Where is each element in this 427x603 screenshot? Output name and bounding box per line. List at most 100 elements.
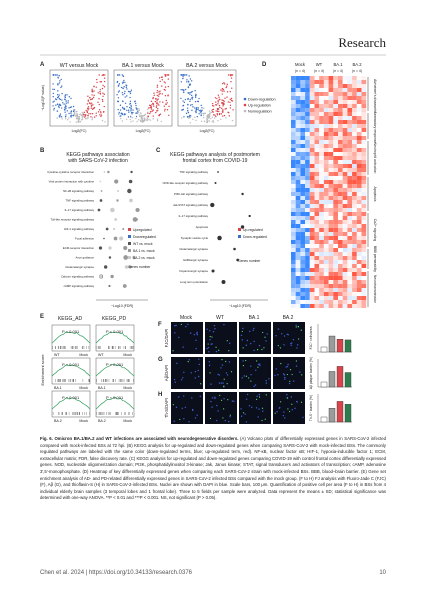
volcano-dot: [126, 88, 128, 90]
nucleus: [226, 374, 229, 376]
heatmap-cell: [361, 216, 367, 220]
heatmap-cell: [333, 300, 338, 304]
heatmap-cell: [333, 272, 338, 276]
volcano-dot: [123, 92, 126, 95]
volcano-dot: [147, 112, 149, 115]
volcano-dot: [153, 92, 155, 94]
heatmap-cell: [319, 220, 324, 224]
heatmap-cell: [291, 200, 296, 204]
volcano-dot: [59, 98, 61, 101]
heatmap-cell: [338, 232, 343, 236]
heatmap-cell: [295, 196, 301, 200]
nucleus: [229, 342, 231, 344]
volcano-dot: [204, 112, 206, 115]
volcano-dot: [154, 100, 157, 103]
pathway-dot: [122, 284, 127, 288]
volcano-dot: [164, 89, 166, 91]
volcano-dot: [209, 112, 211, 114]
nucleus: [285, 366, 287, 368]
nucleus: [296, 401, 298, 403]
volcano-dot: [67, 102, 69, 104]
volcano-dot: [203, 107, 205, 110]
stain-spot: [300, 401, 303, 403]
volcano-dot: [117, 100, 120, 103]
plot-frame: [113, 69, 173, 127]
heatmap-cell: [333, 168, 338, 172]
volcano-dot: [132, 109, 134, 111]
heatmap-cell: [347, 180, 353, 184]
heatmap-cell: [361, 288, 367, 292]
volcano-dot: [148, 107, 150, 109]
panel-label: A: [40, 62, 45, 68]
nucleus: [262, 410, 264, 412]
heatmap-cell: [323, 148, 329, 152]
pathway-dot: [98, 246, 103, 250]
heatmap-cell: [328, 156, 334, 160]
heatmap-cell: [305, 288, 310, 292]
volcano-dot: [64, 118, 67, 120]
heatmap-cell: [328, 200, 334, 204]
nucleus: [175, 406, 178, 409]
volcano-dot: [129, 91, 132, 93]
heatmap-cell: [323, 268, 329, 272]
volcano-dot: [122, 87, 124, 90]
heatmap-cell: [328, 280, 334, 284]
volcano-dot: [130, 121, 132, 123]
volcano-dot: [151, 104, 153, 106]
heatmap-cell: [352, 280, 357, 284]
heatmap-cell: [352, 216, 357, 220]
heatmap-cell: [347, 212, 353, 216]
heatmap-cell: [305, 108, 310, 112]
nucleus: [220, 367, 222, 369]
volcano-dot: [228, 115, 230, 117]
heatmap-cell: [300, 116, 306, 120]
pathway-label: Glutamatergic synapse: [65, 265, 94, 269]
nucleus: [290, 396, 293, 398]
heatmap-cell: [328, 244, 334, 248]
heatmap-cell: [338, 284, 343, 288]
volcano-dot: [95, 115, 97, 117]
heatmap-cell: [352, 116, 357, 120]
heatmap-cell: [305, 216, 310, 220]
heatmap-cell: [323, 172, 329, 176]
volcano-dot: [130, 111, 133, 114]
volcano-dot: [199, 109, 202, 112]
volcano-dot: [93, 107, 95, 109]
volcano-dot: [75, 114, 77, 117]
heatmap-cell: [295, 244, 301, 248]
volcano-dot: [187, 86, 190, 89]
pathway-dot: [240, 225, 245, 229]
volcano-dot: [141, 117, 143, 120]
heatmap-cell: [291, 256, 296, 260]
stain-spot: [242, 412, 245, 414]
volcano-dot: [130, 89, 133, 91]
volcano-dot: [99, 111, 102, 113]
volcano-dot: [223, 90, 225, 92]
heatmap-cell: [309, 184, 315, 188]
volcano-dot: [80, 119, 83, 121]
heatmap-cell: [347, 164, 353, 168]
nucleus: [184, 406, 187, 408]
heatmap-cell: [309, 284, 315, 288]
heatmap-cell: [347, 172, 353, 176]
heatmap-cell: [361, 268, 367, 272]
pathway-label: Axon guidance: [75, 256, 94, 260]
nucleus: [212, 331, 215, 333]
volcano-dot: [164, 110, 166, 112]
plot-title: BA.2 versus Mock: [186, 63, 228, 69]
volcano-dot: [60, 78, 62, 81]
volcano-dot: [147, 115, 149, 118]
volcano-dot: [129, 100, 132, 103]
heatmap-cell: [338, 144, 343, 148]
nucleus: [228, 420, 230, 423]
pathway-label: Apoptosis: [196, 225, 209, 229]
heatmap-cell: [300, 156, 306, 160]
bar: [344, 339, 352, 353]
volcano-dot: [166, 109, 169, 111]
volcano-dot: [229, 90, 231, 93]
pathway-dot: [132, 255, 136, 260]
column-label: BA.1: [249, 315, 260, 321]
heatmap-cell: [352, 96, 357, 100]
column-n: (n = 4): [352, 69, 362, 73]
heatmap-cell: [333, 276, 338, 280]
